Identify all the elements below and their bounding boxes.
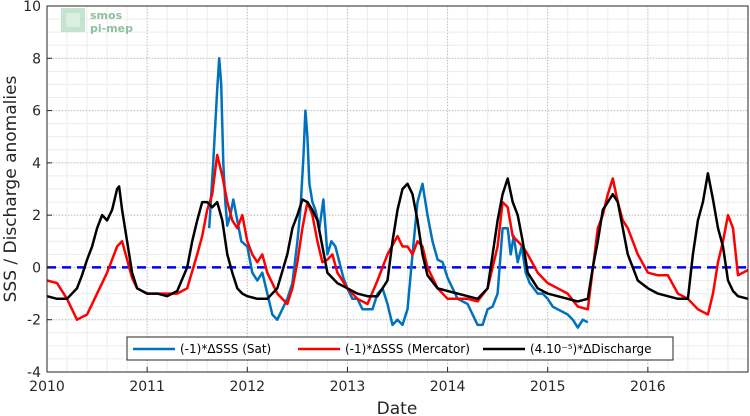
legend-box	[126, 336, 674, 361]
logo-text-top: smos	[90, 9, 123, 22]
x-tick-labels: 2010 2011 2012 2013 2014 2015 2016	[29, 367, 666, 395]
y-tick-label: 2	[32, 208, 41, 224]
legend: (-1)*ΔSSS (Sat) (-1)*ΔSSS (Mercator) (4.…	[126, 336, 674, 361]
y-tick-label: 10	[23, 0, 41, 15]
y-tick-labels: -4 -2 0 2 4 6 8 10	[23, 0, 52, 381]
y-tick-label: -4	[27, 365, 41, 381]
series-layer	[46, 57, 749, 329]
x-tick-label: 2014	[430, 379, 466, 395]
legend-label-sat: (-1)*ΔSSS (Sat)	[180, 342, 271, 356]
logo-text-bottom: pi-mep	[90, 22, 133, 35]
x-axis-label: Date	[377, 399, 418, 416]
y-tick-label: 4	[32, 156, 41, 172]
series-line-discharge	[46, 172, 749, 303]
series-line-mercator	[46, 153, 749, 321]
y-tick-label: 6	[32, 104, 41, 120]
logo-mark-inner	[66, 13, 80, 27]
x-tick-label: 2013	[330, 379, 366, 395]
x-tick-label: 2012	[229, 379, 265, 395]
x-tick-label: 2011	[129, 379, 165, 395]
y-tick-label: -2	[27, 313, 41, 329]
x-tick-label: 2010	[29, 379, 65, 395]
y-axis-label: SSS / Discharge anomalies	[1, 75, 21, 302]
legend-label-mercator: (-1)*ΔSSS (Mercator)	[345, 342, 470, 356]
x-tick-label: 2015	[530, 379, 566, 395]
plot-frame	[46, 5, 749, 373]
x-tick-label: 2016	[630, 379, 666, 395]
y-tick-label: 8	[32, 51, 41, 67]
legend-label-discharge: (4.10⁻⁵)*ΔDischarge	[530, 342, 652, 356]
y-tick-label: 0	[32, 260, 41, 276]
smos-pi-mep-logo: smos pi-mep	[61, 8, 133, 35]
